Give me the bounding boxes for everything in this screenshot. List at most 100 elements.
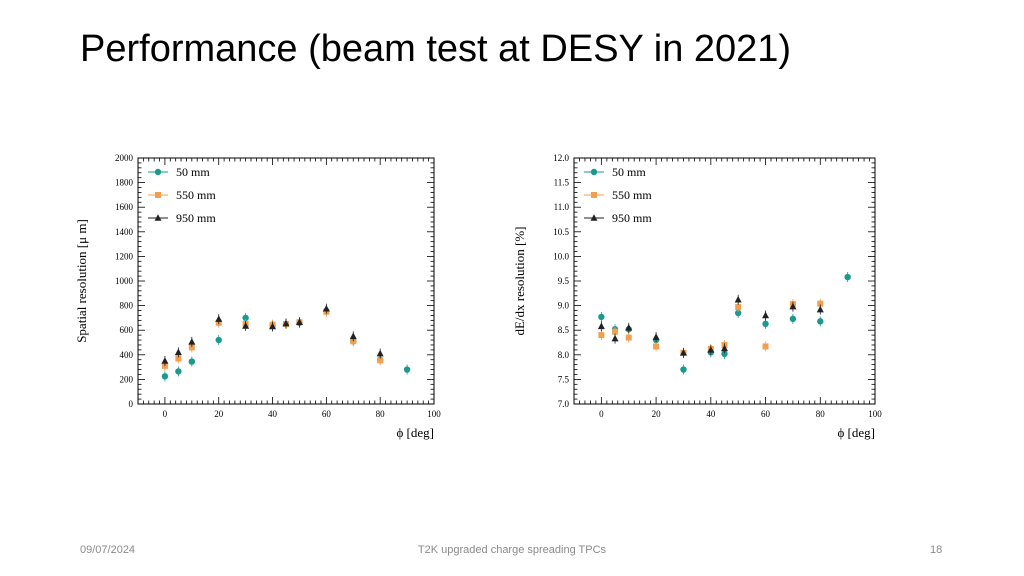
legend-entry: 950 mm (148, 211, 216, 225)
data-point (762, 320, 769, 328)
data-point (735, 304, 742, 311)
legend-label: 550 mm (176, 188, 216, 202)
y-tick-label: 11.0 (554, 202, 570, 212)
data-point (376, 349, 384, 357)
data-point (403, 366, 411, 373)
data-point (175, 355, 182, 362)
y-tick-label: 800 (120, 301, 134, 311)
data-point (816, 305, 824, 313)
legend-marker (154, 214, 162, 221)
y-tick-label: 600 (120, 325, 134, 335)
legend-entry: 50 mm (584, 165, 646, 179)
x-tick-label: 40 (706, 409, 716, 419)
data-point (817, 318, 824, 325)
y-tick-label: 11.5 (554, 178, 570, 188)
data-point (174, 348, 182, 356)
data-point (679, 349, 687, 356)
slide-title: Performance (beam test at DESY in 2021) (80, 28, 792, 70)
y-axis-title: Spatial resolution [μ m] (74, 219, 89, 343)
data-point (734, 295, 742, 303)
legend-entry: 550 mm (584, 188, 652, 202)
y-tick-label: 9.0 (558, 301, 570, 311)
data-point (721, 350, 728, 358)
legend-label: 50 mm (612, 165, 646, 179)
y-tick-label: 12.0 (553, 153, 569, 163)
legend-marker (590, 168, 598, 176)
data-point (680, 366, 687, 373)
y-tick-label: 8.0 (558, 350, 570, 360)
y-tick-label: 2000 (115, 153, 134, 163)
y-tick-label: 10.5 (553, 227, 569, 237)
x-tick-label: 0 (599, 409, 604, 419)
x-tick-label: 100 (868, 409, 882, 419)
y-tick-label: 1800 (115, 178, 134, 188)
y-tick-label: 9.5 (558, 276, 570, 286)
footer-date: 09/07/2024 (80, 544, 136, 556)
data-point (652, 333, 660, 340)
data-point (789, 315, 797, 323)
chart-1: 0 20 40 60 80 1000200400600800100012001400160… (74, 153, 441, 440)
data-point (349, 332, 357, 340)
data-point (269, 322, 277, 330)
y-tick-label: 1200 (115, 251, 134, 261)
y-tick-label: 1600 (115, 202, 134, 212)
data-point (161, 357, 169, 364)
data-point (653, 343, 660, 350)
legend-marker (591, 192, 597, 198)
data-point (844, 273, 851, 281)
x-tick-label: 80 (376, 409, 386, 419)
data-point (707, 346, 715, 353)
data-point (611, 334, 619, 342)
data-point (215, 315, 223, 322)
data-point (161, 373, 169, 380)
x-axis-title: ϕ [deg] (396, 425, 434, 440)
x-tick-label: 40 (268, 409, 278, 419)
legend-label: 50 mm (176, 165, 210, 179)
data-point (598, 332, 605, 339)
data-point (282, 319, 290, 327)
legend-marker (155, 192, 161, 198)
data-point (215, 336, 222, 344)
y-tick-label: 7.5 (558, 374, 570, 384)
y-tick-label: 8.5 (558, 325, 570, 335)
data-point (175, 368, 182, 375)
data-point (242, 322, 250, 329)
y-tick-label: 400 (120, 350, 134, 360)
data-point (377, 357, 384, 364)
y-axis-title: dE/dx resolution [%] (512, 226, 527, 335)
y-tick-label: 1000 (115, 276, 134, 286)
data-point (762, 311, 770, 319)
y-tick-label: 1400 (115, 227, 134, 237)
legend-label: 950 mm (612, 211, 652, 225)
legend-label: 950 mm (176, 211, 216, 225)
page-number: 18 (930, 544, 943, 556)
data-point (242, 314, 249, 322)
y-tick-label: 200 (120, 374, 134, 384)
legend-entry: 50 mm (148, 165, 210, 179)
y-tick-label: 0 (129, 399, 134, 409)
data-point (188, 358, 196, 365)
legend-entry: 950 mm (584, 211, 652, 225)
legend-marker (154, 168, 162, 176)
x-tick-label: 20 (652, 409, 662, 419)
data-point (188, 344, 195, 351)
x-axis-title: ϕ [deg] (837, 425, 875, 440)
data-point (625, 334, 632, 341)
data-point (762, 343, 769, 350)
data-point (295, 318, 303, 326)
x-tick-label: 80 (816, 409, 826, 419)
data-point (817, 300, 824, 307)
data-point (721, 344, 728, 352)
footer-text: T2K upgraded charge spreading TPCs (417, 544, 607, 556)
data-point (734, 309, 742, 317)
data-point (789, 302, 797, 310)
legend-marker (590, 214, 598, 221)
data-point (188, 338, 196, 345)
x-tick-label: 60 (761, 409, 771, 419)
y-tick-label: 7.0 (558, 399, 570, 409)
x-tick-label: 20 (214, 409, 224, 419)
y-tick-label: 10.0 (553, 251, 569, 261)
data-point (322, 304, 330, 312)
x-tick-label: 60 (322, 409, 332, 419)
legend-label: 550 mm (612, 188, 652, 202)
